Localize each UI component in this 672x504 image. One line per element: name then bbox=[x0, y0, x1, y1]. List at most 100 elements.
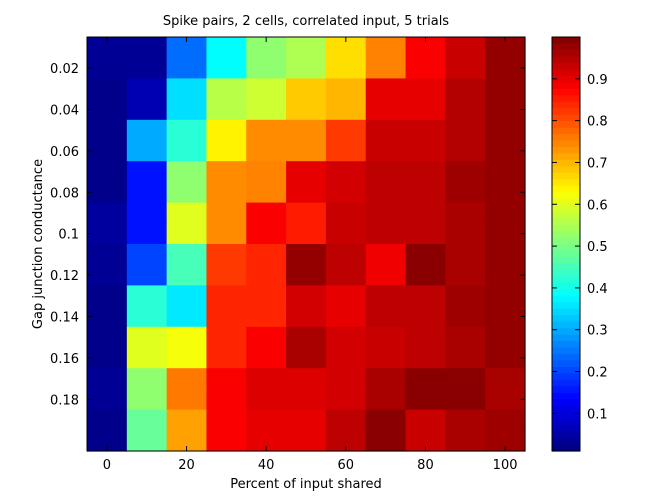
colorbar-segment bbox=[552, 185, 580, 193]
y-tick-label: 0.08 bbox=[50, 186, 79, 201]
heatmap-cell bbox=[126, 326, 168, 349]
heatmap-cell bbox=[485, 368, 526, 390]
colorbar-tick-label: 0.1 bbox=[587, 407, 608, 422]
heatmap-cell bbox=[246, 388, 287, 411]
x-axis-ticks: 0 20 40 60 80 100 bbox=[103, 37, 518, 473]
heatmap-cell bbox=[166, 347, 208, 369]
heatmap-cell bbox=[166, 161, 208, 183]
heatmap-cell bbox=[365, 161, 407, 183]
colorbar-segment bbox=[552, 263, 580, 271]
colorbar-tick-label: 0.6 bbox=[587, 198, 608, 213]
chart-title: Spike pairs, 2 cells, correlated input, … bbox=[163, 14, 449, 29]
colorbar-segment bbox=[552, 302, 580, 310]
colorbar-segment bbox=[552, 399, 580, 407]
colorbar-segment bbox=[552, 386, 580, 394]
colorbar-segment bbox=[552, 431, 580, 439]
heatmap-cells bbox=[87, 37, 526, 452]
heatmap-cell bbox=[365, 37, 407, 59]
colorbar-segment bbox=[552, 289, 580, 297]
y-tick-label: 0.04 bbox=[50, 103, 79, 118]
heatmap-cell bbox=[166, 306, 208, 328]
heatmap-cell bbox=[485, 37, 526, 59]
colorbar-segment bbox=[552, 282, 580, 290]
heatmap-cell bbox=[286, 99, 327, 121]
y-tick-label: 0.12 bbox=[50, 269, 79, 284]
heatmap-cell bbox=[166, 409, 208, 431]
x-tick-label: 80 bbox=[417, 458, 434, 473]
heatmap-cell bbox=[485, 78, 526, 100]
heatmap-cell bbox=[87, 57, 128, 79]
heatmap-cell bbox=[246, 264, 287, 286]
heatmap-cell bbox=[87, 119, 128, 142]
heatmap-cell bbox=[325, 78, 367, 100]
heatmap-cell bbox=[365, 326, 407, 349]
heatmap-cell bbox=[166, 430, 208, 452]
colorbar-segment bbox=[552, 95, 580, 103]
heatmap-cell bbox=[246, 326, 287, 349]
heatmap-cell bbox=[286, 57, 327, 79]
heatmap-cell bbox=[485, 119, 526, 142]
colorbar-segment bbox=[552, 166, 580, 174]
heatmap-cell bbox=[246, 57, 287, 79]
colorbar-segment bbox=[552, 56, 580, 64]
colorbar-segment bbox=[552, 69, 580, 77]
heatmap-cell bbox=[87, 223, 128, 245]
colorbar-segment bbox=[552, 418, 580, 426]
colorbar-segment bbox=[552, 82, 580, 90]
heatmap-cell bbox=[286, 368, 327, 390]
heatmap-cell bbox=[166, 388, 208, 411]
heatmap-cell bbox=[485, 181, 526, 204]
heatmap-cell bbox=[126, 347, 168, 369]
heatmap-cell bbox=[325, 57, 367, 79]
x-tick-label: 20 bbox=[178, 458, 195, 473]
colorbar-segment bbox=[552, 347, 580, 355]
heatmap-cell bbox=[286, 326, 327, 349]
heatmap-cell bbox=[365, 306, 407, 328]
colorbar-ticks: 0.1 0.2 0.3 0.4 0.5 0.6 0.7 0.8 0.9 bbox=[552, 73, 608, 422]
heatmap-cell bbox=[445, 244, 486, 266]
heatmap-cell bbox=[126, 78, 168, 100]
heatmap-cell bbox=[485, 306, 526, 328]
y-tick-label: 0.02 bbox=[50, 62, 79, 77]
colorbar-segment bbox=[552, 146, 580, 155]
heatmap-cell bbox=[485, 388, 526, 411]
colorbar-segment bbox=[552, 392, 580, 400]
colorbar-segment bbox=[552, 179, 580, 187]
heatmap-cell bbox=[286, 347, 327, 369]
heatmap-cell bbox=[445, 306, 486, 328]
colorbar-segment bbox=[552, 101, 580, 109]
heatmap-cell bbox=[405, 388, 446, 411]
heatmap-cell bbox=[246, 306, 287, 328]
x-tick-label: 60 bbox=[338, 458, 355, 473]
heatmap-cell bbox=[445, 285, 486, 307]
heatmap-cell bbox=[445, 140, 486, 162]
heatmap-cell bbox=[246, 409, 287, 431]
heatmap-cell bbox=[325, 99, 367, 121]
heatmap-cell bbox=[485, 430, 526, 452]
colorbar bbox=[552, 37, 580, 452]
colorbar-segment bbox=[552, 159, 580, 167]
heatmap-cell bbox=[445, 78, 486, 100]
heatmap-cell bbox=[365, 202, 407, 224]
heatmap-cell bbox=[206, 37, 247, 59]
heatmap-cell bbox=[365, 140, 407, 162]
heatmap-cell bbox=[325, 430, 367, 452]
heatmap-cell bbox=[206, 181, 247, 204]
colorbar-segment bbox=[552, 256, 580, 265]
colorbar-segment bbox=[552, 308, 580, 316]
heatmap-cell bbox=[206, 161, 247, 183]
heatmap-cell bbox=[325, 326, 367, 349]
heatmap-cell bbox=[87, 264, 128, 286]
heatmap-cell bbox=[325, 37, 367, 59]
heatmap-cell bbox=[405, 409, 446, 431]
heatmap-cell bbox=[485, 285, 526, 307]
heatmap-cell bbox=[445, 326, 486, 349]
heatmap-cell bbox=[126, 202, 168, 224]
heatmap-cell bbox=[87, 326, 128, 349]
heatmap-cell bbox=[485, 223, 526, 245]
heatmap-cell bbox=[166, 37, 208, 59]
heatmap-cell bbox=[286, 161, 327, 183]
colorbar-segment bbox=[552, 315, 580, 323]
colorbar-segment bbox=[552, 334, 580, 342]
